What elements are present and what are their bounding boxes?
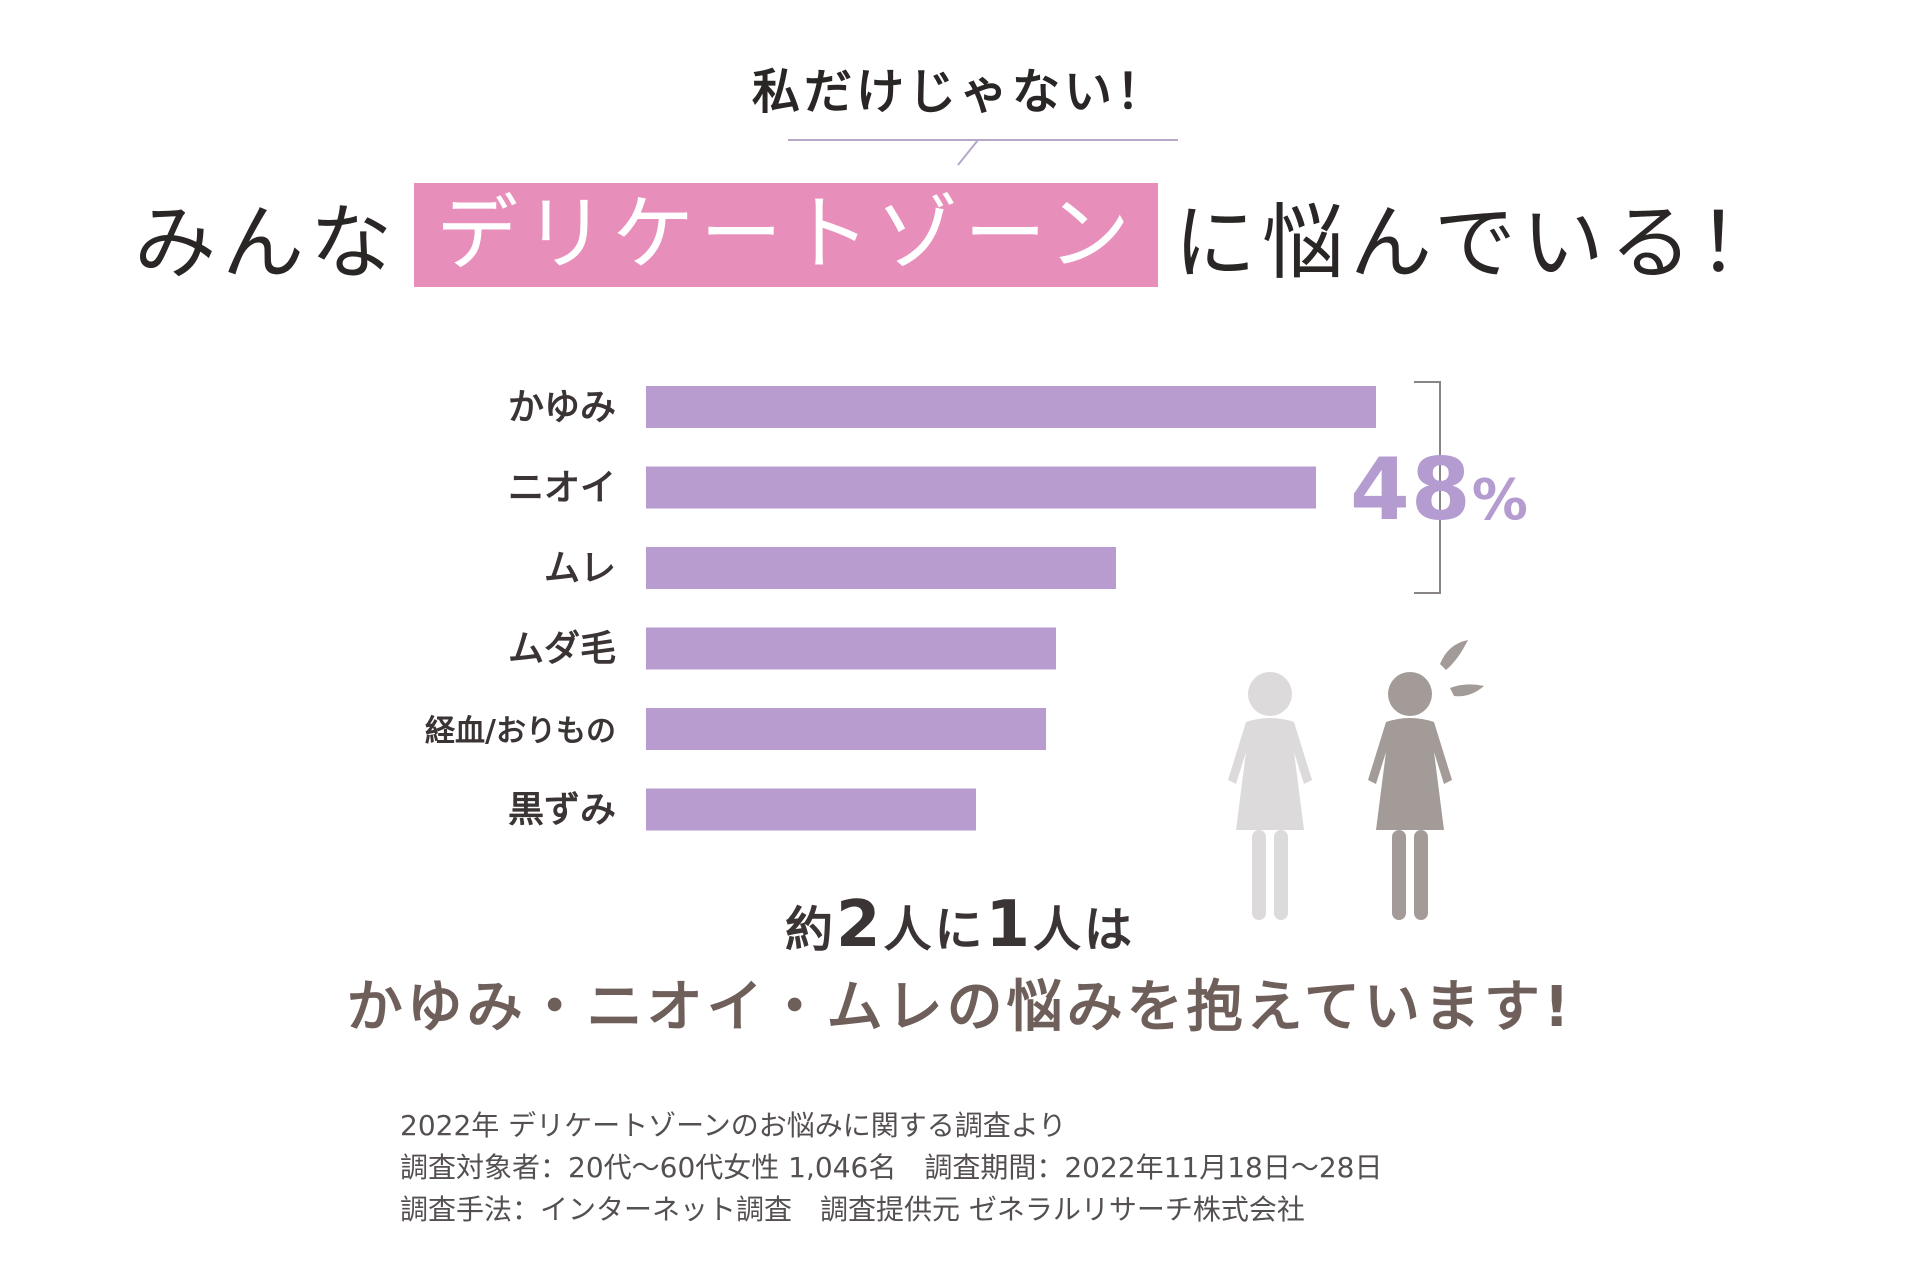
bar-2 — [646, 547, 1116, 589]
bar-0 — [646, 386, 1376, 428]
category-label: ニオイ — [508, 468, 616, 509]
category-label: ムダ毛 — [508, 629, 616, 670]
bar-5 — [646, 788, 976, 831]
summary-number-1: 1 — [985, 888, 1034, 962]
kicker-text: 私だけじゃない！ — [751, 64, 1168, 120]
summary-number-2: 2 — [835, 888, 884, 962]
bar-3 — [646, 627, 1056, 670]
callout-percentage: 48% — [1350, 440, 1529, 540]
page-headline: みんな デリケートゾーン に悩んでいる！ — [0, 180, 1920, 291]
kicker-underline — [788, 139, 1178, 166]
woman-icon-dark — [1368, 672, 1452, 920]
woman-icon-light — [1228, 672, 1312, 920]
category-label: ムレ — [544, 548, 616, 589]
headline-pre: みんな — [134, 195, 399, 291]
bar-4 — [646, 708, 1046, 750]
callout-value: 48 — [1350, 440, 1472, 540]
source-line: 調査対象者：20代〜60代女性 1,046名 調査期間：2022年11月18日〜… — [400, 1151, 1383, 1184]
callout-unit: % — [1471, 468, 1529, 533]
summary-end: 人は — [1033, 902, 1136, 958]
sweat-drops-icon — [1440, 640, 1484, 697]
summary-approx: 約 — [784, 902, 836, 958]
headline-post: に悩んでいる！ — [1174, 195, 1786, 291]
women-illustration — [1228, 640, 1484, 920]
source-line: 2022年 デリケートゾーンのお悩みに関する調査より — [400, 1109, 1067, 1142]
bar-1 — [646, 466, 1316, 509]
category-label: 経血/おりもの — [425, 714, 616, 749]
headline-highlight: デリケートゾーン — [414, 183, 1158, 287]
category-label: かゆみ — [508, 387, 616, 428]
survey-source: 2022年 デリケートゾーンのお悩みに関する調査より 調査対象者：20代〜60代… — [400, 1105, 1382, 1231]
category-label: 黒ずみ — [508, 790, 616, 831]
summary-line-2: かゆみ・ニオイ・ムレの悩みを抱えています! — [346, 975, 1574, 1040]
summary-line-1: 約2人に1人は — [0, 888, 1920, 962]
summary-middle: 人に — [883, 902, 986, 958]
source-line: 調査手法：インターネット調査 調査提供元 ゼネラルリサーチ株式会社 — [400, 1193, 1305, 1226]
callout-bracket — [1414, 381, 1441, 594]
